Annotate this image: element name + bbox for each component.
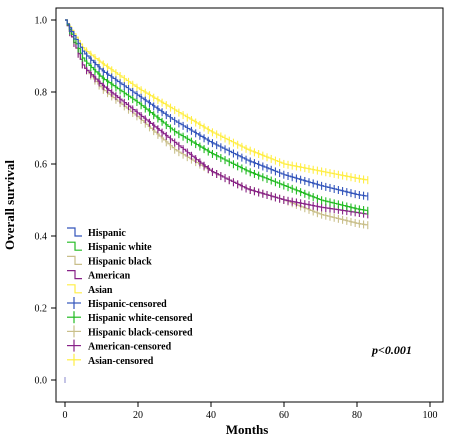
legend-label: Hispanic xyxy=(88,228,126,239)
x-tick-label: 0 xyxy=(63,410,68,421)
legend-entry: Hispanic xyxy=(67,227,126,239)
legend-label: Asian-censored xyxy=(88,356,154,367)
x-tick-label: 80 xyxy=(352,410,362,421)
legend-label: Hispanic black-censored xyxy=(88,327,193,338)
legend-label: American xyxy=(88,271,131,282)
legend-label: Hispanic-censored xyxy=(88,299,167,310)
x-tick-label: 60 xyxy=(279,410,289,421)
series-hispanic xyxy=(65,19,369,201)
legend-entry: Hispanic black xyxy=(67,255,152,267)
legend-entry: Hispanic black-censored xyxy=(67,325,193,338)
y-tick-label: 0.0 xyxy=(35,376,48,387)
series-hispanic-white xyxy=(65,19,369,215)
legend: Hispanic Hispanic white Hispanic black Amer… xyxy=(67,227,193,367)
legend-entry: American xyxy=(67,270,131,282)
legend-entry: Asian xyxy=(67,284,113,296)
legend-line-swatch xyxy=(67,284,82,294)
y-tick-label: 0.6 xyxy=(35,160,48,171)
y-tick-label: 0.2 xyxy=(35,304,48,315)
legend-line-swatch xyxy=(67,255,82,265)
y-tick-label: 1.0 xyxy=(35,16,48,27)
legend-label: Hispanic white-censored xyxy=(88,313,193,324)
survival-curves xyxy=(64,19,369,383)
legend-line-swatch xyxy=(67,270,82,280)
legend-label: Hispanic white xyxy=(88,242,152,253)
x-axis-title: Months xyxy=(226,422,269,437)
y-tick-label: 0.4 xyxy=(35,232,48,243)
axes: 0 20 40 60 80 100 0.0 0.2 0.4 0.6 0.8 1.0 xyxy=(35,16,438,422)
legend-line-swatch xyxy=(67,227,82,237)
p-value-annotation: p<0.001 xyxy=(371,343,412,357)
legend-label: American-censored xyxy=(88,342,172,353)
x-tick-label: 20 xyxy=(133,410,143,421)
legend-line-swatch xyxy=(67,241,82,251)
legend-entry: Hispanic white xyxy=(67,241,152,253)
legend-entry: Hispanic white-censored xyxy=(67,311,193,324)
y-tick-label: 0.8 xyxy=(35,88,48,99)
legend-entry: Asian-censored xyxy=(67,353,154,367)
x-tick-label: 40 xyxy=(206,410,216,421)
legend-entry: Hispanic-censored xyxy=(67,297,167,310)
y-axis-title: Overall survival xyxy=(2,160,17,250)
series-american xyxy=(65,19,369,219)
legend-entry: American-censored xyxy=(67,339,172,353)
x-tick-label: 100 xyxy=(423,410,438,421)
legend-label: Hispanic black xyxy=(88,256,152,267)
legend-label: Asian xyxy=(88,285,113,296)
